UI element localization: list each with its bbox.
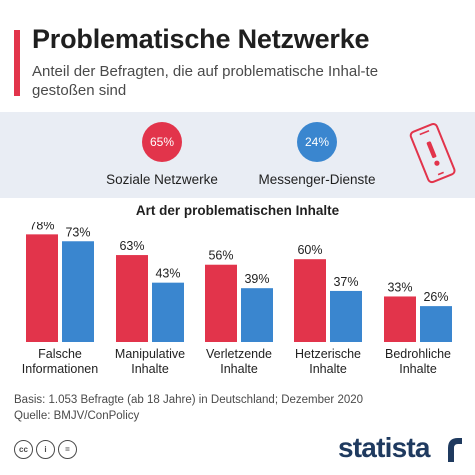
footnote-source: Quelle: BMJV/ConPolicy: [14, 410, 140, 422]
bar-social-0: [26, 234, 58, 342]
license-badges: cc i =: [14, 440, 77, 459]
category-label-0-line-0: Falsche: [38, 347, 82, 361]
data-label-social-1: 63%: [119, 239, 144, 253]
statista-logo-text[interactable]: statista: [338, 432, 430, 463]
category-label-2-line-1: Inhalte: [220, 362, 258, 376]
data-label-social-2: 56%: [208, 249, 233, 263]
title-accent-bar: [14, 30, 20, 96]
page-subtitle: Anteil der Befragten, die auf problemati…: [32, 63, 379, 99]
data-label-messenger-0: 73%: [65, 225, 90, 239]
category-label-3-line-0: Hetzerische: [295, 347, 361, 361]
bar-social-3: [294, 259, 326, 342]
footnote: Basis: 1.053 Befragte (ab 18 Jahre) in D…: [14, 392, 363, 424]
summary-bubble-messenger: 24%: [297, 122, 337, 162]
data-label-social-3: 60%: [297, 243, 322, 257]
attribution-icon[interactable]: i: [36, 440, 55, 459]
category-label-1-line-1: Inhalte: [131, 362, 169, 376]
summary-label-messenger: Messenger-Dienste: [258, 172, 376, 187]
category-label-4-line-0: Bedrohliche: [385, 347, 451, 361]
bar-social-2: [205, 264, 237, 342]
summary-band: [0, 112, 475, 198]
page-title: Problematische Netzwerke: [32, 24, 370, 54]
category-label-1-line-0: Manipulative: [115, 347, 185, 361]
data-label-messenger-3: 37%: [333, 275, 358, 289]
bar-messenger-2: [241, 288, 273, 342]
bar-messenger-0: [62, 241, 94, 342]
bar-messenger-4: [420, 306, 452, 342]
category-label-4-line-1: Inhalte: [399, 362, 437, 376]
bar-messenger-3: [330, 290, 362, 342]
data-label-messenger-1: 43%: [155, 267, 180, 281]
data-label-social-4: 33%: [387, 280, 412, 294]
data-label-social-0: 78%: [29, 222, 54, 232]
bar-messenger-1: [152, 282, 184, 342]
cc-icon[interactable]: cc: [14, 440, 33, 459]
footnote-basis: Basis: 1.053 Befragte (ab 18 Jahre) in D…: [14, 394, 364, 406]
category-label-2-line-0: Verletzende: [206, 347, 272, 361]
category-label-3-line-1: Inhalte: [309, 362, 347, 376]
bar-social-1: [116, 255, 148, 342]
summary-label-social: Soziale Netzwerke: [106, 172, 218, 187]
bar-social-4: [384, 296, 416, 342]
statista-logo-icon: [448, 438, 462, 462]
data-label-messenger-4: 26%: [423, 290, 448, 304]
category-label-0-line-1: Informationen: [22, 362, 98, 376]
chart-title: Art der problematischen Inhalte: [135, 203, 340, 218]
equals-icon[interactable]: =: [58, 440, 77, 459]
smartphone-warning-icon: [409, 123, 456, 184]
data-label-messenger-2: 39%: [244, 272, 269, 286]
summary-bubble-social: 65%: [142, 122, 182, 162]
